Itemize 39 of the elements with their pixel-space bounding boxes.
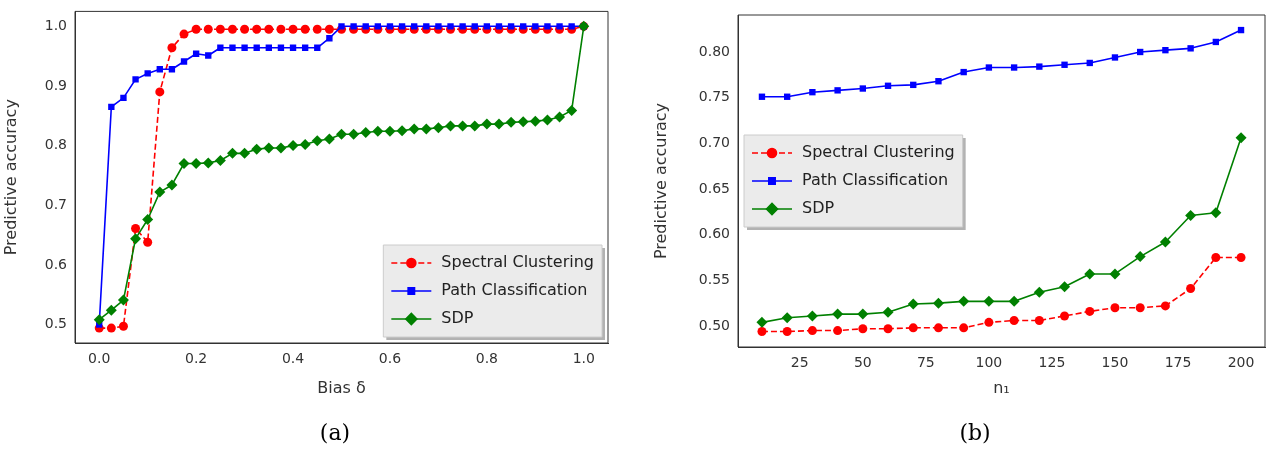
x-tick-label: 125 <box>1038 354 1066 371</box>
x-tick-label: 50 <box>853 354 872 371</box>
legend-label: SDP <box>802 198 835 218</box>
x-tick-label: 0.8 <box>475 350 498 367</box>
y-tick-label: 0.5 <box>44 315 67 332</box>
legend-label: Path Classification <box>802 170 949 190</box>
x-tick-label: 0.4 <box>281 350 305 367</box>
x-tick-label: 0.0 <box>88 350 111 367</box>
y-tick-label: 0.65 <box>698 179 730 196</box>
legend-label: Spectral Clustering <box>441 252 594 272</box>
x-tick-label: 0.2 <box>185 350 208 367</box>
legend-label: SDP <box>441 308 474 328</box>
y-tick-label: 0.8 <box>44 136 67 153</box>
y-tick-label: 0.60 <box>698 225 730 242</box>
x-axis-title: Bias δ <box>317 377 366 397</box>
y-tick-label: 0.7 <box>44 195 67 212</box>
y-tick-label: 0.75 <box>698 88 730 105</box>
x-tick-label: 100 <box>975 354 1003 371</box>
x-tick-label: 150 <box>1101 354 1129 371</box>
text: (b) <box>958 420 992 445</box>
y-tick-label: 0.55 <box>698 270 730 287</box>
x-tick-label: 0.6 <box>378 350 402 367</box>
x-tick-label: 1.0 <box>572 350 595 367</box>
y-tick-label: 0.6 <box>44 255 68 272</box>
y-tick-label: 0.70 <box>698 133 730 150</box>
legend-label: Spectral Clustering <box>802 142 955 162</box>
y-tick-label: 0.50 <box>698 316 730 333</box>
y-axis-title: Predictive accuracy <box>0 99 20 256</box>
x-tick-label: 200 <box>1227 354 1255 371</box>
y-axis-title: Predictive accuracy <box>650 102 670 260</box>
y-tick-label: 1.0 <box>44 16 67 33</box>
x-tick-label: 25 <box>790 354 809 371</box>
text: (a) <box>318 420 352 445</box>
x-tick-label: 175 <box>1164 354 1192 371</box>
legend-label: Path Classification <box>441 280 588 300</box>
y-tick-label: 0.80 <box>698 42 730 59</box>
x-tick-label: 75 <box>916 354 935 371</box>
x-axis-title: n₁ <box>993 377 1010 397</box>
y-tick-label: 0.9 <box>44 76 67 93</box>
